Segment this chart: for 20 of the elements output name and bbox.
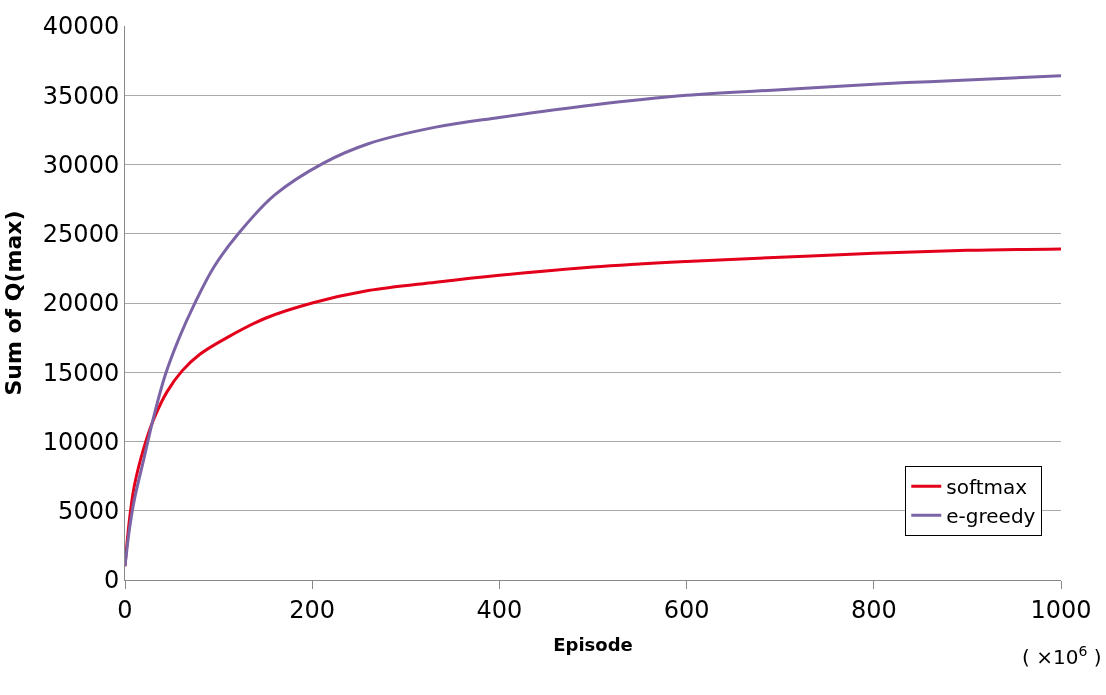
y-tick-label: 20000 [42,289,120,318]
y-tick-label: 0 [103,566,120,595]
y-tick-label: 35000 [42,81,120,110]
x-tick-label: 400 [476,595,523,624]
y-axis-title: Sum of Q(max) [0,210,26,396]
y-tick-label: 30000 [42,150,120,179]
y-tick-label: 10000 [42,427,120,456]
y-tick-label: 15000 [42,358,120,387]
y-tick-label: 25000 [42,220,120,249]
x-tick-label: 800 [850,595,897,624]
legend-label: softmax [946,474,1028,499]
legend-label: e-greedy [946,503,1036,528]
y-tick-label: 5000 [58,497,120,526]
line-series [125,74,1061,568]
x-axis-title: Episode [553,633,633,655]
x-tick-label: 600 [663,595,710,624]
x-tick-label: 200 [289,595,336,624]
y-tick-label: 40000 [42,12,120,41]
text: ( ×10$^{6}$ ) [1022,643,1102,670]
x-tick-label: 1000 [1030,595,1092,624]
